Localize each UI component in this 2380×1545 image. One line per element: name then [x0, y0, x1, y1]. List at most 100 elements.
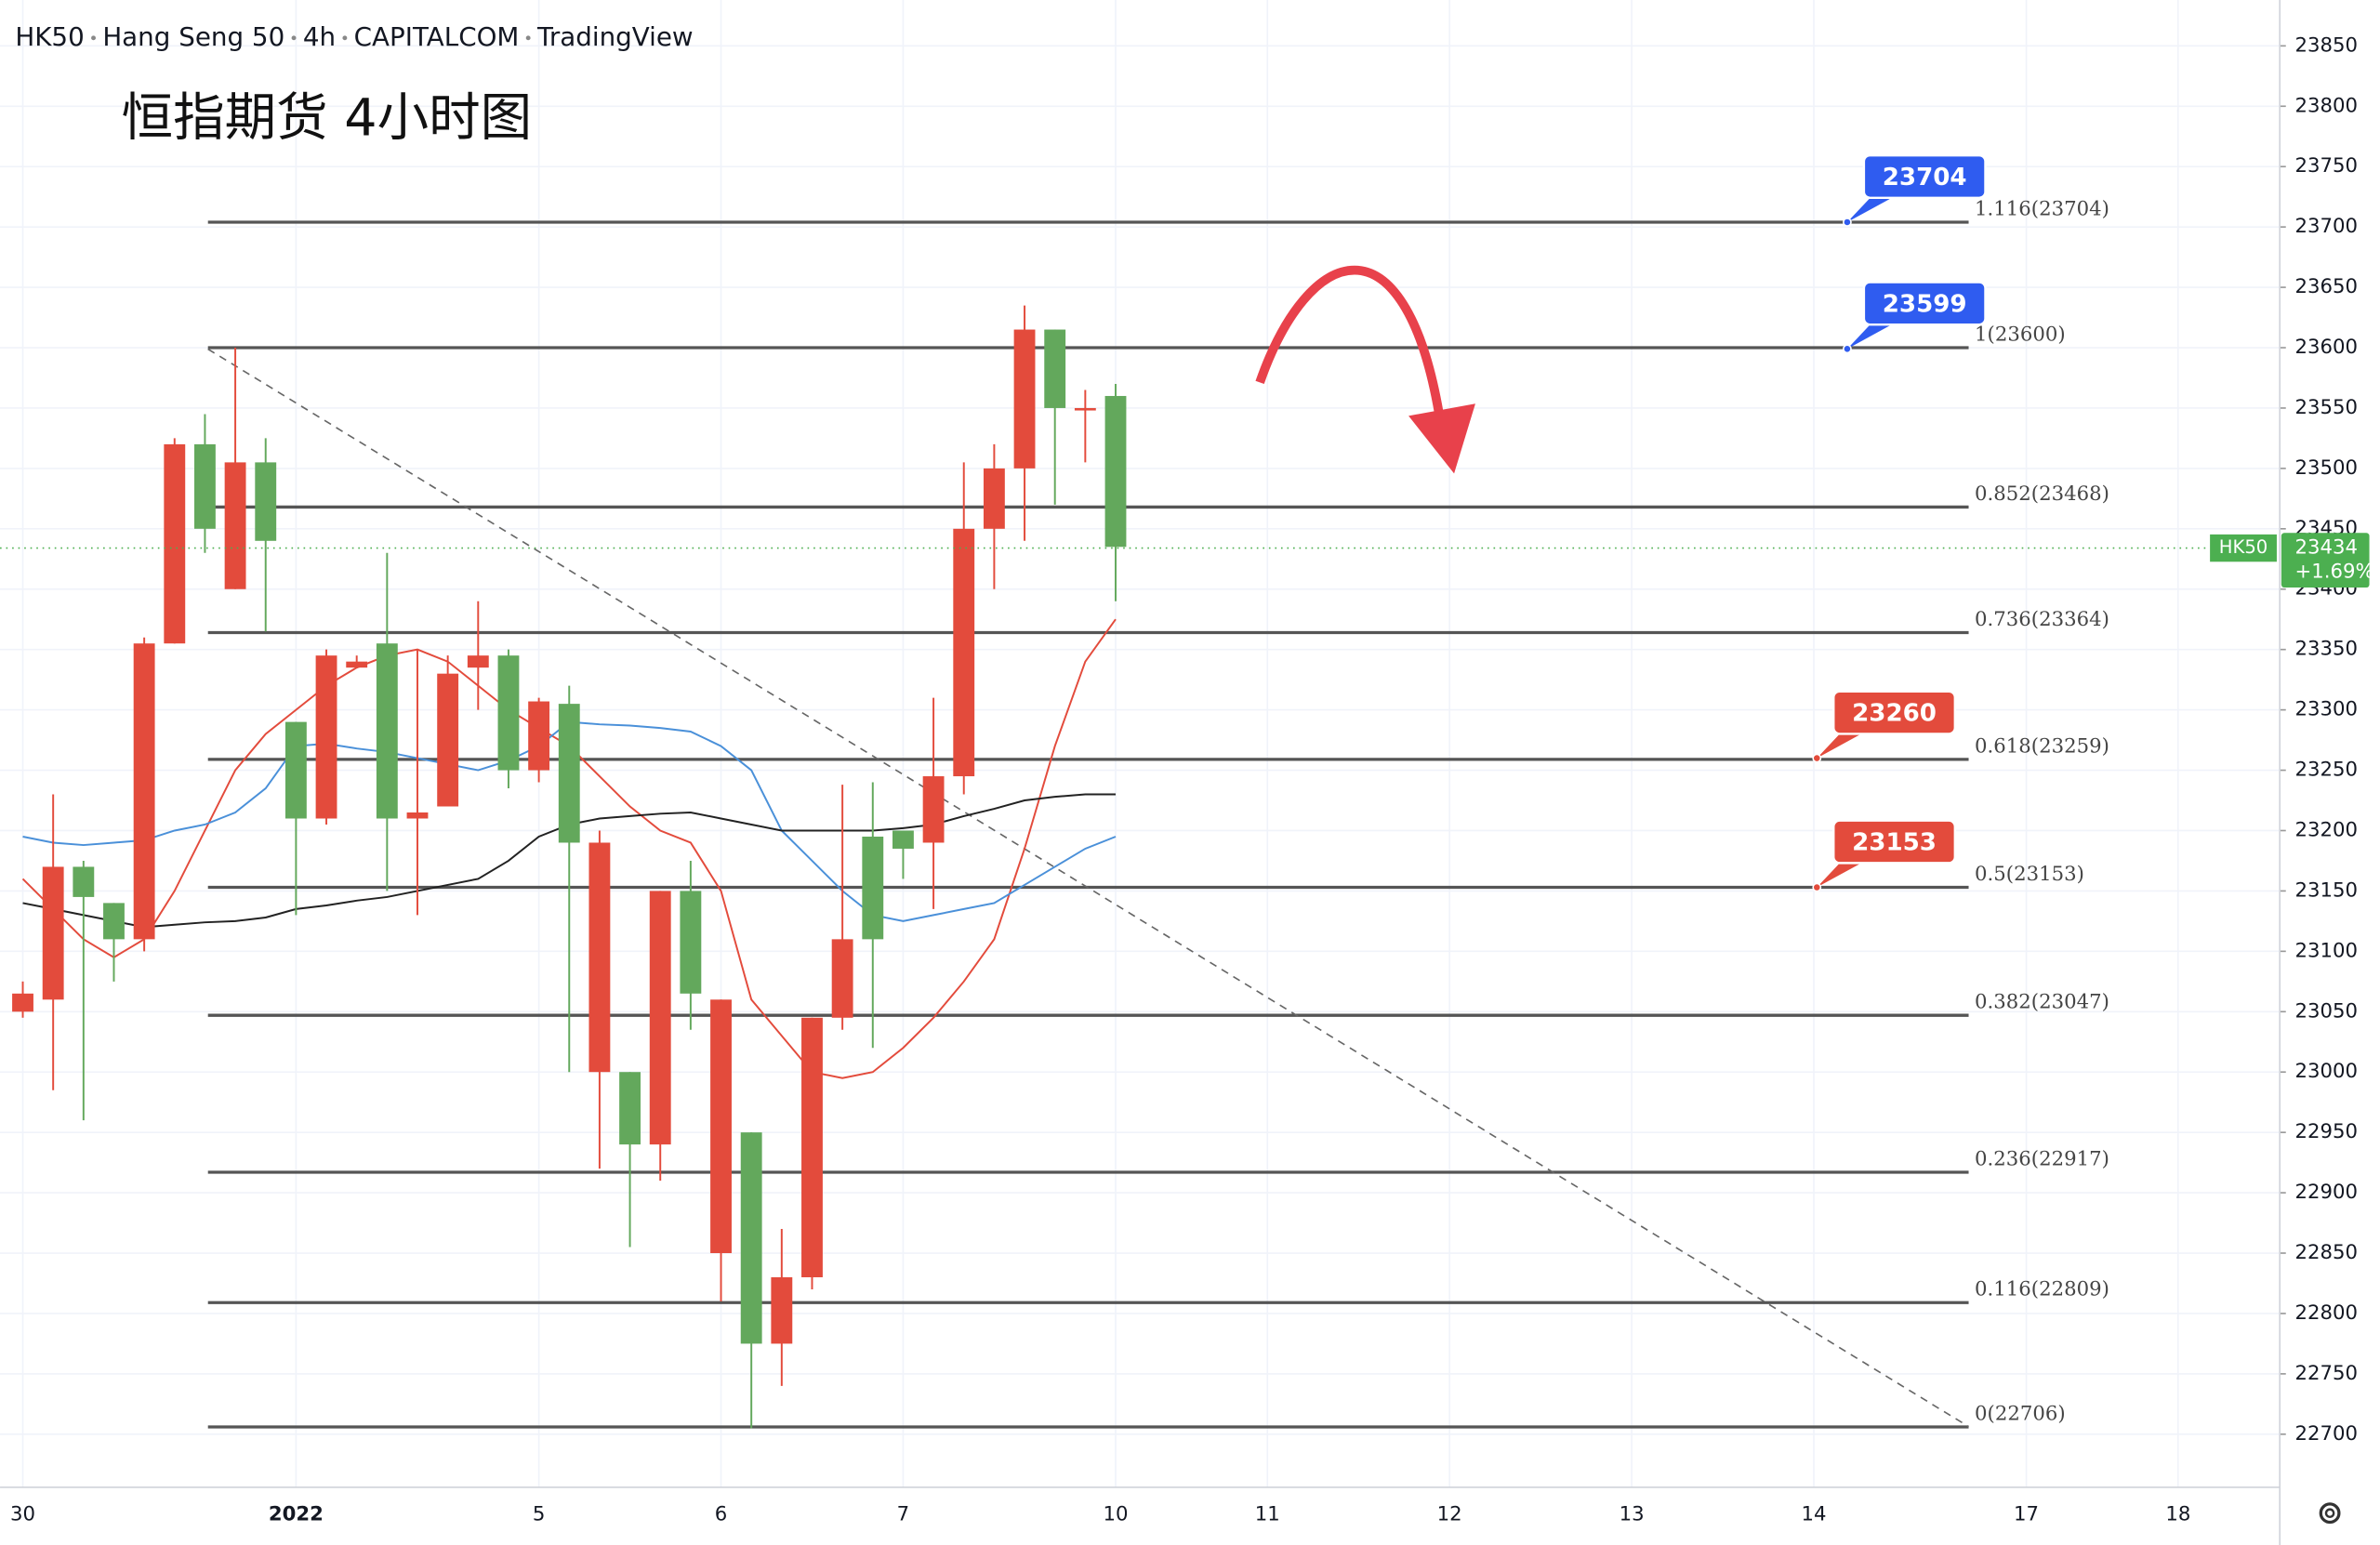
separator: [525, 35, 531, 41]
candle-body: [284, 721, 307, 819]
callout-box: [1832, 819, 1957, 865]
last-price: HK50 23434+1.69%: [0, 533, 2374, 588]
x-tick-label: 13: [1620, 1502, 1645, 1525]
settings-icon[interactable]: [2319, 1502, 2341, 1525]
candle-body: [1074, 407, 1096, 411]
candle-body: [437, 673, 459, 807]
y-tick-label: 22700: [2295, 1422, 2359, 1446]
plot: [12, 305, 1127, 1429]
header-item: HK50: [15, 21, 84, 52]
fib-label: 1(23600): [1975, 323, 2066, 346]
trend-line: [207, 348, 1969, 1428]
price-label: 23434: [2295, 536, 2359, 560]
x-tick-label: 18: [2165, 1502, 2190, 1525]
y-tick-label: 23050: [2295, 999, 2359, 1023]
fib-label: 0(22706): [1975, 1402, 2066, 1425]
candle-body: [619, 1072, 641, 1145]
gear-hub[interactable]: [2324, 1508, 2335, 1519]
callout-label: 23704: [1883, 164, 1967, 191]
grid: 22700 22750 22800 22850 22900 22950 23000 23050…: [0, 0, 2358, 1525]
callout-label: 23599: [1883, 290, 1967, 318]
x-tick-label: 6: [715, 1502, 728, 1525]
y-tick-label: 22950: [2295, 1120, 2359, 1143]
header-item: 4h: [303, 21, 336, 52]
candle-body: [497, 655, 520, 771]
y-tick-label: 22800: [2295, 1301, 2359, 1325]
candle-body: [983, 468, 1005, 529]
separator: [342, 35, 348, 41]
x-tick-label: 5: [533, 1502, 546, 1525]
y-tick-label: 22850: [2295, 1241, 2359, 1264]
candle-body: [42, 866, 64, 1000]
callout-anchor: [1843, 218, 1852, 227]
candle-body: [588, 842, 611, 1073]
candle-body: [953, 528, 975, 777]
y-tick-label: 23150: [2295, 878, 2359, 902]
x-tick-label: 17: [2014, 1502, 2039, 1525]
gear[interactable]: [2319, 1502, 2341, 1525]
x-tick-label: 30: [10, 1502, 35, 1525]
candle-body: [133, 643, 155, 940]
y-tick-label: 23300: [2295, 698, 2359, 721]
y-tick-label: 22750: [2295, 1362, 2359, 1385]
change-label: +1.69%: [2295, 561, 2374, 584]
callouts: 23704 23599 23260 23153: [1812, 153, 1987, 892]
callout-box: [1832, 690, 1957, 735]
candle-body: [528, 701, 550, 771]
candle-body: [801, 1017, 823, 1277]
y-tick-label: 23000: [2295, 1060, 2359, 1083]
candle-body: [73, 866, 95, 897]
candle-body: [649, 891, 671, 1145]
header-item: CAPITALCOM: [354, 21, 520, 52]
fib-label: 0.736(23364): [1975, 608, 2109, 631]
candle-body: [224, 462, 246, 589]
arrow-head: [1408, 403, 1475, 474]
candle-body: [892, 830, 914, 849]
separator: [91, 35, 96, 41]
y-tick-label: 22900: [2295, 1181, 2359, 1204]
y-tick-label: 23850: [2295, 33, 2359, 57]
candle-body: [103, 903, 125, 940]
y-tick-label: 23550: [2295, 396, 2359, 419]
y-tick-label: 23800: [2295, 94, 2359, 117]
y-tick-label: 23650: [2295, 275, 2359, 298]
candle-body: [1013, 329, 1036, 469]
callout-label: 23260: [1852, 700, 1937, 728]
candle-body: [831, 939, 853, 1018]
y-tick-label: 23250: [2295, 759, 2359, 782]
candle-body: [740, 1132, 762, 1344]
candle-body: [194, 443, 216, 529]
y-tick-label: 23750: [2295, 154, 2359, 178]
candle-body: [1104, 395, 1127, 548]
callout-pointer: [1817, 860, 1868, 888]
candle-body: [315, 655, 337, 819]
separator: [291, 35, 297, 41]
y-tick-label: 23500: [2295, 456, 2359, 480]
callout-pointer: [1846, 194, 1897, 222]
candle-body: [406, 812, 429, 819]
header-item: TradingView: [536, 21, 694, 52]
candle-body: [922, 776, 945, 843]
fib-label: 0.618(23259): [1975, 734, 2109, 758]
fib-label: 1.116(23704): [1975, 197, 2109, 220]
fib-levels: 1.116(23704) 1(23600) 0.852(23468) 0.736(23…: [207, 197, 2109, 1429]
candle-body: [467, 655, 489, 668]
candle-body: [558, 704, 580, 843]
callout-label: 23153: [1852, 829, 1937, 857]
y-tick-label: 23600: [2295, 336, 2359, 359]
candle-body: [255, 462, 277, 541]
fib-label: 0.5(23153): [1975, 863, 2084, 886]
candle-body: [376, 643, 398, 819]
x-tick-label: 12: [1437, 1502, 1462, 1525]
x-tick-label: 14: [1801, 1502, 1826, 1525]
candle-body: [710, 999, 732, 1254]
candle-body: [1044, 329, 1066, 408]
callout-box: [1862, 281, 1987, 326]
y-tick-label: 23100: [2295, 939, 2359, 962]
header-item: Hang Seng 50: [102, 21, 284, 52]
symbol-label: HK50: [2219, 536, 2268, 558]
fib-label: 0.236(22917): [1975, 1147, 2109, 1170]
x-tick-label: 7: [897, 1502, 910, 1525]
candle-body: [771, 1276, 793, 1344]
